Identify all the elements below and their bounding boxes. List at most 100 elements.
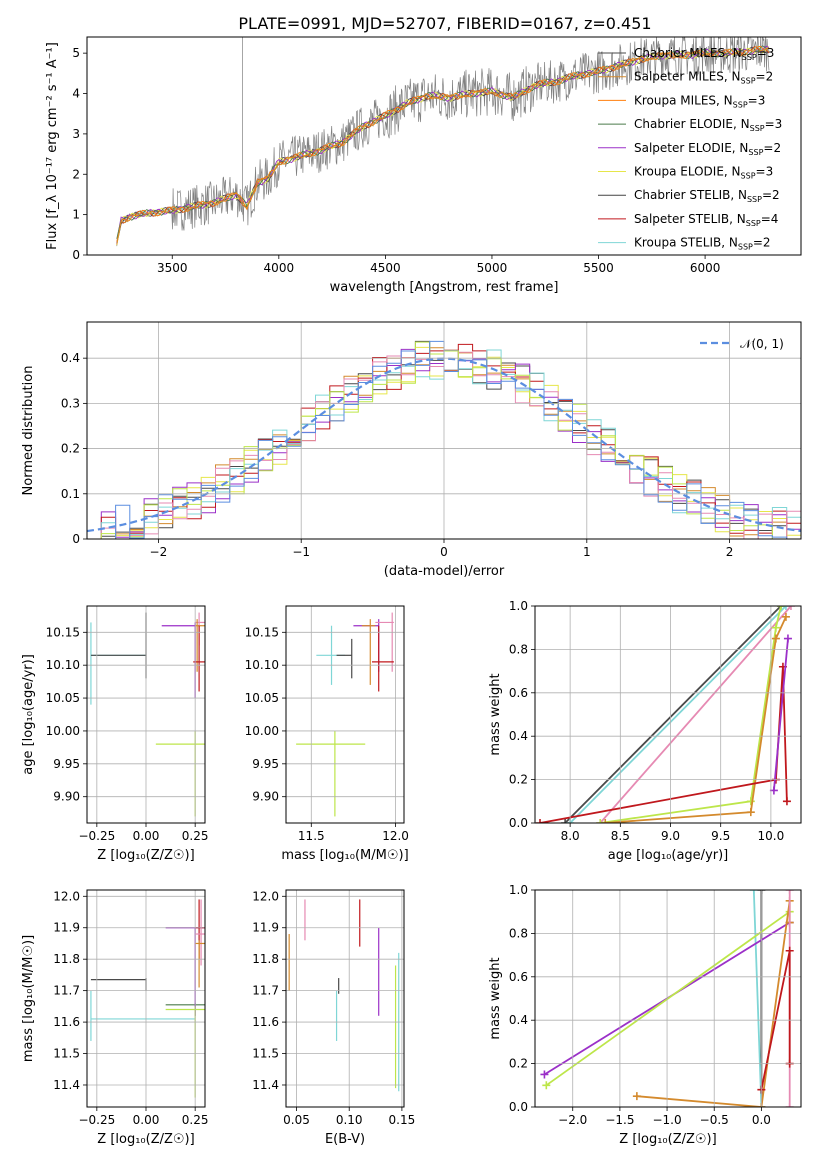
- y-tick-label: 0.1: [61, 487, 80, 501]
- x-tick-label: 12.0: [382, 829, 409, 843]
- series-marker: [776, 606, 785, 610]
- y-tick-label: 11.5: [53, 1047, 80, 1061]
- legend-entry: Kroupa ELODIE, NSSP=3: [634, 165, 773, 181]
- y-tick-label: 0.4: [61, 351, 80, 365]
- x-axis-label: Z [log₁₀(Z/Z☉)]: [619, 1132, 716, 1147]
- legend-tail: =3: [757, 46, 775, 60]
- x-tick-label: 4000: [264, 261, 295, 275]
- chart-age_vs_mass: 11.5 12.0 9.90 9.95 10.00 10.05 10.10 10.15 mass…: [245, 605, 409, 863]
- x-axis-label: Z [log₁₀(Z/Z☉)]: [97, 848, 194, 863]
- y-tick-label: 0.2: [61, 442, 80, 456]
- data-spectrum-line: [116, 37, 770, 247]
- legend-tail: =2: [763, 141, 781, 155]
- axes-frame: [285, 889, 405, 1108]
- y-tick-label: 11.8: [252, 952, 279, 966]
- model-spectrum-line: [116, 45, 770, 245]
- x-tick-label: 8.0: [561, 829, 580, 843]
- y-tick-label: 11.9: [252, 921, 279, 935]
- chart-mass_vs_ebv: 0.05 0.10 0.15 11.4 11.5 11.6 11.7 11.8 11.9 12.0…: [252, 889, 415, 1147]
- chart-mass_vs_Z: −0.25 0.00 0.25 11.4 11.5 11.6 11.7 11.8 11.9 12.…: [21, 889, 209, 1147]
- legend-sub: SSP: [741, 77, 756, 86]
- series-marker: [632, 1092, 641, 1101]
- legend-entry: Chabrier ELODIE, NSSP=3: [634, 117, 782, 133]
- legend-label: Kroupa MILES, N: [634, 93, 733, 107]
- x-axis-label: E(B-V): [325, 1132, 365, 1147]
- series-marker: [536, 819, 545, 823]
- x-tick-label: 0.25: [182, 829, 209, 843]
- x-tick-label: −1.5: [605, 1113, 634, 1127]
- model-spectrum-line: [116, 45, 770, 239]
- x-tick-label: 10.0: [758, 829, 785, 843]
- plot-area: [288, 899, 400, 1092]
- y-tick-label: 12.0: [53, 889, 80, 903]
- y-tick-label: 9.90: [252, 790, 279, 804]
- x-tick-label: −1.0: [652, 1113, 681, 1127]
- legend-tail: =2: [756, 70, 774, 84]
- legend-sub: SSP: [750, 124, 765, 133]
- x-tick-label: 0.10: [336, 1113, 363, 1127]
- x-tick-label: 8.5: [611, 829, 630, 843]
- x-tick-label: −2: [150, 545, 168, 559]
- x-tick-label: 9.0: [661, 829, 680, 843]
- x-tick-label: 5000: [477, 261, 508, 275]
- y-tick-label: 0.0: [509, 1100, 528, 1114]
- plot-area: [116, 37, 770, 247]
- legend-tail: =3: [756, 165, 774, 179]
- y-tick-label: 11.8: [53, 952, 80, 966]
- series-line: [564, 606, 782, 823]
- y-tick-label: 11.7: [252, 984, 279, 998]
- legend-tail: =3: [765, 117, 783, 131]
- series-marker: [746, 797, 755, 806]
- x-tick-label: 6000: [690, 261, 721, 275]
- legend-tail: =4: [761, 212, 779, 226]
- y-tick-label: 11.5: [252, 1047, 279, 1061]
- series-marker: [785, 890, 794, 894]
- y-tick-label: 9.95: [53, 757, 80, 771]
- legend-label: Salpeter MILES, N: [634, 70, 741, 84]
- x-tick-label: 9.5: [711, 829, 730, 843]
- y-tick-label: 11.7: [53, 984, 80, 998]
- legend-label: Chabrier MILES, N: [634, 46, 742, 60]
- chart-age_vs_Z: −0.25 0.00 0.25 9.90 9.95 10.00 10.05 10.10 10.1…: [21, 605, 209, 863]
- plot-area: [296, 612, 394, 817]
- series-marker: [596, 819, 605, 823]
- y-tick-label: 11.9: [53, 921, 80, 935]
- y-tick-label: 10.15: [46, 625, 80, 639]
- y-tick-label: 0: [72, 248, 80, 262]
- x-tick-label: −0.25: [78, 1113, 115, 1127]
- y-tick-label: 10.00: [245, 724, 279, 738]
- series-marker: [771, 623, 780, 632]
- y-tick-label: 11.4: [252, 1078, 279, 1092]
- x-axis-label: age [log₁₀(age/yr)]: [608, 848, 729, 863]
- axes-frame: [534, 889, 802, 1108]
- legend-label: Chabrier STELIB, N: [634, 188, 747, 202]
- legend-sub: SSP: [748, 148, 763, 157]
- plot-area: [90, 899, 205, 1098]
- chart-mass_weight_vs_Z: −2.0 −1.5 −1.0 −0.5 0.0 0.0 0.2 0.4 0.6 0.8 1.0 Z […: [488, 883, 802, 1147]
- y-tick-label: 2: [72, 167, 80, 181]
- legend-sub: SSP: [738, 243, 753, 252]
- y-tick-label: 9.95: [252, 757, 279, 771]
- y-tick-label: 0.0: [509, 816, 528, 830]
- legend-tail: =3: [748, 93, 766, 107]
- series-marker: [783, 634, 792, 643]
- legend-entry: Chabrier STELIB, NSSP=2: [634, 188, 780, 204]
- figure-title: PLATE=0991, MJD=52707, FIBERID=0167, z=0…: [238, 14, 651, 33]
- x-tick-label: 3500: [157, 261, 188, 275]
- y-tick-label: 10.05: [46, 691, 80, 705]
- x-axis-label: (data-model)/error: [384, 564, 505, 579]
- series-line: [599, 606, 792, 823]
- chart-residuals: −2 −1 0 1 2 0 0.1 0.2 0.3 0.4 (data-model)/error No…: [21, 321, 802, 579]
- plot-area: [536, 606, 795, 823]
- legend-sub: SSP: [733, 100, 748, 109]
- legend-entry: Salpeter MILES, NSSP=2: [634, 70, 773, 86]
- legend-entry: Kroupa STELIB, NSSP=2: [634, 236, 771, 252]
- x-tick-label: 0.25: [182, 1113, 209, 1127]
- x-tick-label: 0.15: [389, 1113, 416, 1127]
- series-line: [752, 890, 763, 1107]
- x-tick-label: −0.5: [700, 1113, 729, 1127]
- legend-entry: 𝒩(0, 1): [740, 337, 784, 351]
- y-tick-label: 1: [72, 208, 80, 222]
- x-axis-label: wavelength [Angstrom, rest frame]: [330, 280, 559, 295]
